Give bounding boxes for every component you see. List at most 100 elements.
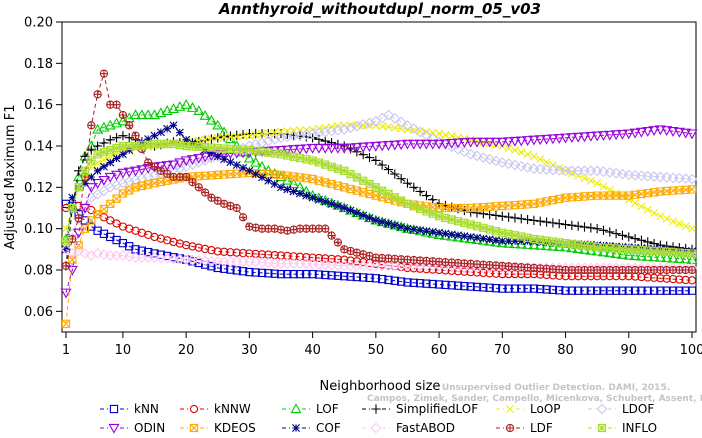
legend-item-simplifiedlof: SimplifiedLOF (362, 402, 478, 416)
data-point (637, 286, 646, 295)
data-point (403, 199, 412, 209)
legend-marker (189, 423, 199, 433)
data-point (389, 113, 401, 124)
data-point (465, 137, 477, 148)
data-point (548, 285, 558, 294)
data-point (378, 218, 387, 227)
legend-marker (596, 403, 608, 415)
data-point (541, 134, 553, 145)
data-point (477, 152, 489, 163)
y-axis-label: Adjusted Maximum F1 (3, 105, 18, 250)
x-tick-label: 70 (494, 343, 511, 358)
data-point (180, 98, 192, 109)
data-point (232, 161, 241, 170)
data-point (136, 109, 148, 120)
data-point (466, 232, 475, 241)
data-point (491, 210, 501, 221)
series-line (65, 248, 692, 269)
data-point (517, 237, 526, 246)
data-point (471, 137, 483, 148)
data-point (111, 179, 122, 191)
data-point (327, 162, 336, 171)
data-point (422, 227, 431, 236)
data-point (661, 126, 673, 137)
series-layer (60, 69, 698, 328)
data-point (643, 205, 652, 214)
x-tick-label: 10 (115, 343, 132, 358)
data-point (66, 265, 78, 276)
data-point (673, 127, 685, 138)
data-point (472, 282, 482, 292)
data-point (656, 212, 665, 221)
data-point (199, 109, 211, 120)
data-point (99, 138, 109, 148)
data-point (68, 203, 77, 213)
data-point (435, 228, 444, 237)
series-ldf (61, 69, 697, 275)
data-point (529, 284, 539, 293)
legend-marker (290, 403, 302, 414)
data-point (346, 272, 355, 281)
data-point (675, 286, 684, 295)
data-point (357, 119, 369, 130)
legend-item-ldof: LDOF (588, 402, 654, 416)
data-point (219, 264, 229, 273)
data-point (251, 268, 260, 277)
data-point (60, 288, 72, 299)
data-point (213, 263, 222, 273)
data-point (365, 273, 374, 283)
data-point (333, 201, 342, 210)
data-point (599, 286, 608, 295)
data-point (180, 161, 192, 173)
data-point (610, 248, 622, 259)
data-point (585, 131, 597, 142)
data-point (156, 250, 165, 259)
data-point (415, 204, 425, 213)
data-point (509, 159, 521, 171)
y-tick-label: 0.20 (24, 16, 53, 31)
x-tick-label: 50 (368, 343, 385, 358)
data-point (642, 251, 654, 261)
data-point (359, 273, 368, 282)
data-point (80, 179, 89, 188)
data-point (340, 204, 349, 212)
data-point (428, 227, 437, 236)
data-point (479, 268, 488, 278)
data-point (536, 155, 545, 164)
data-point (270, 180, 279, 189)
data-point (515, 136, 527, 147)
data-point (99, 148, 109, 157)
data-point (395, 140, 407, 151)
data-point (269, 134, 281, 145)
data-point (534, 239, 546, 250)
legend-item-odin: ODIN (100, 421, 165, 435)
data-point (232, 130, 242, 140)
data-point (630, 233, 640, 244)
data-point (618, 286, 627, 295)
legend-item-ldf: LDF (496, 421, 553, 435)
data-point (289, 187, 298, 196)
data-point (79, 248, 91, 259)
data-point (541, 217, 552, 227)
data-point (111, 170, 123, 181)
data-point (257, 268, 267, 278)
legend-marker (597, 423, 607, 433)
data-point (580, 174, 589, 183)
data-point (503, 158, 515, 170)
data-point (150, 249, 159, 258)
data-point (326, 143, 338, 154)
data-point (104, 172, 116, 183)
data-point (416, 226, 425, 235)
data-point (307, 143, 319, 154)
data-point (117, 168, 129, 179)
data-point (529, 215, 539, 225)
data-point (321, 160, 330, 169)
data-point (74, 183, 83, 192)
data-point (352, 272, 362, 282)
legend-marker (109, 404, 119, 414)
data-point (346, 256, 355, 265)
data-point (441, 266, 450, 275)
data-point (73, 228, 85, 239)
data-point (629, 250, 641, 261)
data-point (346, 246, 355, 256)
